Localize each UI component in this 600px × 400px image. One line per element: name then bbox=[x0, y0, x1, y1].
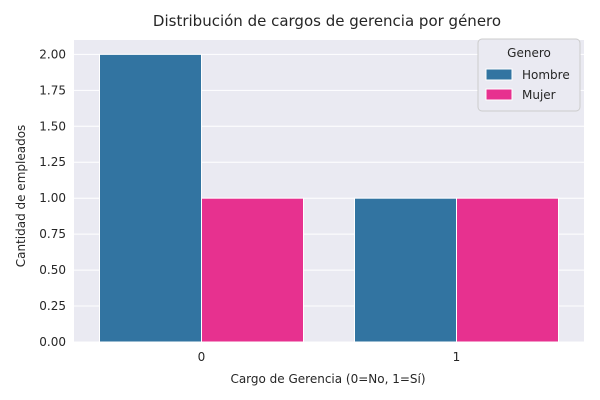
legend: Genero Hombre Mujer bbox=[477, 38, 581, 112]
legend-title: Genero bbox=[507, 46, 551, 60]
x-axis-label: Cargo de Gerencia (0=No, 1=Sí) bbox=[230, 372, 425, 386]
y-tick-label: 0.00 bbox=[39, 335, 66, 349]
y-tick-label: 2.00 bbox=[39, 47, 66, 61]
chart-title: Distribución de cargos de gerencia por g… bbox=[153, 12, 501, 30]
y-tick-label: 1.50 bbox=[39, 119, 66, 133]
x-tick-label: 0 bbox=[198, 350, 206, 364]
bar-hombre-1 bbox=[354, 197, 457, 343]
y-tick-label: 0.50 bbox=[39, 263, 66, 277]
y-axis-label: Cantidad de empleados bbox=[14, 125, 28, 268]
y-tick-label: 0.75 bbox=[39, 227, 66, 241]
y-tick-label: 1.25 bbox=[39, 155, 66, 169]
bar-mujer-1 bbox=[456, 197, 559, 343]
legend-swatch bbox=[485, 88, 513, 101]
legend-label: Mujer bbox=[522, 88, 556, 102]
bar-mujer-0 bbox=[201, 197, 304, 343]
y-axis-ticks: 0.00 0.25 0.50 0.75 1.00 1.25 1.50 1.75 2.00 bbox=[39, 47, 66, 349]
legend-label: Hombre bbox=[522, 68, 570, 82]
bars bbox=[99, 53, 559, 343]
y-tick-label: 1.75 bbox=[39, 83, 66, 97]
legend-swatch bbox=[485, 68, 513, 81]
y-tick-label: 1.00 bbox=[39, 191, 66, 205]
bar-hombre-0 bbox=[99, 53, 202, 343]
x-tick-label: 1 bbox=[453, 350, 461, 364]
y-tick-label: 0.25 bbox=[39, 299, 66, 313]
